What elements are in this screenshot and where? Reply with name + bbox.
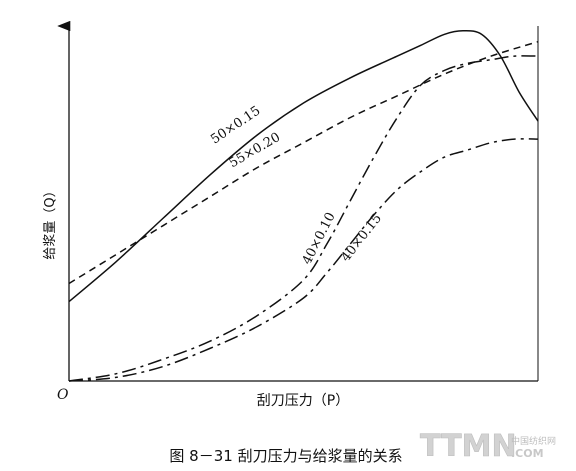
origin-label: O	[57, 387, 69, 403]
watermark-subtext: 中国纺织网	[511, 435, 556, 447]
series-line-3	[68, 55, 539, 382]
series-line-1	[68, 30, 539, 303]
series-line-4	[68, 138, 539, 382]
series-line-2	[68, 40, 539, 285]
watermark-domain: .COM	[511, 447, 544, 460]
x-axis-label: 刮刀压力（P）	[257, 393, 349, 409]
figure-caption: 图 8－31 刮刀压力与给浆量的关系	[169, 447, 402, 465]
series-label-4: 40×0.15	[338, 211, 385, 265]
series-label-3: 40×0.10	[300, 210, 339, 267]
watermark: TTMN 中国纺织网 .COM	[420, 429, 556, 465]
y-axis-label: 给浆量（Q）	[43, 184, 58, 259]
watermark-logo: TTMN	[420, 429, 517, 464]
series-layer	[68, 30, 539, 382]
